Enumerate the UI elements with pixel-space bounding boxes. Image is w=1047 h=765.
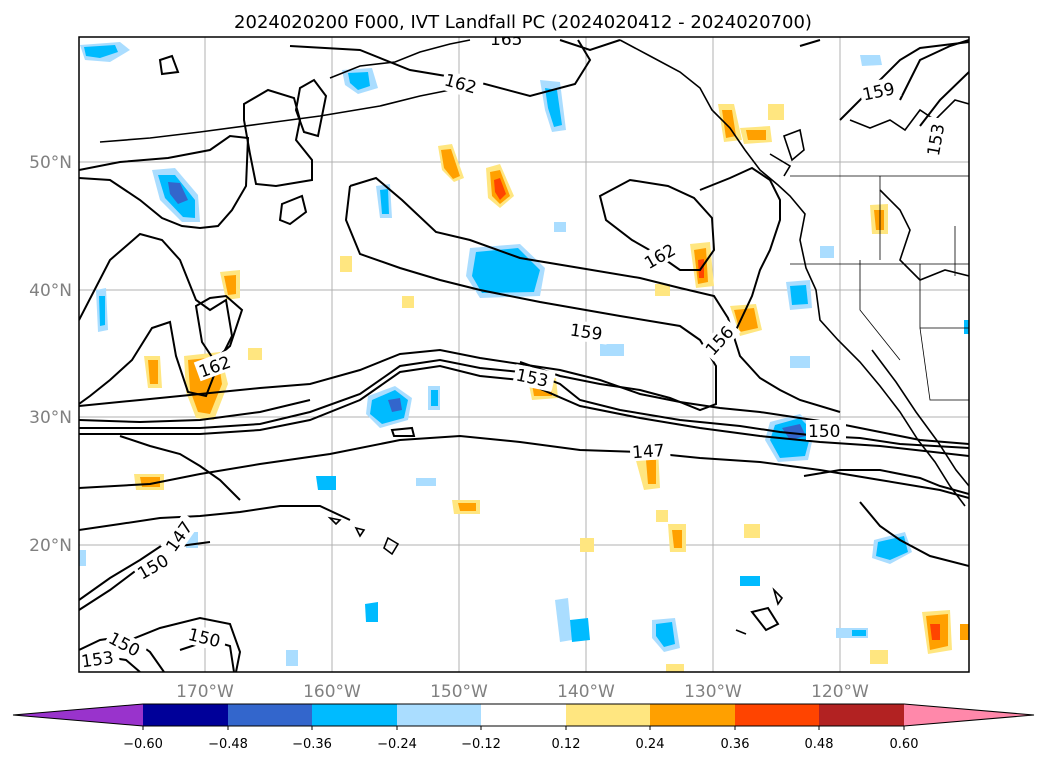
lon-label: 130°W	[684, 682, 742, 702]
contour-label: 147	[631, 441, 665, 463]
colorbar-tick-label: 0.60	[890, 737, 919, 752]
lat-label: 30°N	[29, 408, 72, 428]
map-frame	[78, 36, 970, 673]
coastlines	[99, 39, 969, 635]
colorbar-tick-label: −0.36	[292, 737, 332, 752]
colorbar-segment	[312, 704, 397, 726]
colorbar-segment	[650, 704, 735, 726]
colorbar-extend-high	[904, 704, 1034, 726]
colorbar-extend-low	[13, 704, 143, 726]
colorbar-segment	[228, 704, 312, 726]
colorbar-tick-label: −0.12	[461, 737, 501, 752]
lon-label: 150°W	[430, 682, 488, 702]
colorbar-tick-label: −0.24	[377, 737, 417, 752]
colorbar-segment	[397, 704, 481, 726]
longitude-labels: 170°W 160°W 150°W 140°W 130°W 120°W	[176, 682, 869, 702]
lon-label: 140°W	[557, 682, 615, 702]
positive-anomaly-patches	[134, 104, 969, 672]
lat-label: 20°N	[29, 536, 72, 556]
latitude-labels: 50°N 40°N 30°N 20°N	[29, 153, 72, 556]
contour-lines	[79, 39, 969, 672]
lat-label: 50°N	[29, 153, 72, 173]
colorbar-tick-label: −0.48	[208, 737, 248, 752]
contour-label: 153	[80, 648, 115, 672]
lon-label: 160°W	[303, 682, 361, 702]
lon-label: 170°W	[176, 682, 234, 702]
colorbar-segment	[481, 704, 566, 726]
contour-label: 159	[569, 321, 604, 345]
contour-label: 150	[808, 422, 840, 442]
colorbar-segment	[566, 704, 650, 726]
colorbar: −0.60 −0.48 −0.36 −0.24 −0.12 0.12 0.24 …	[12, 703, 1035, 752]
colorbar-tick-label: −0.60	[123, 737, 163, 752]
colorbar-tick-label: 0.24	[636, 737, 665, 752]
colorbar-segment	[819, 704, 904, 726]
lat-label: 40°N	[29, 281, 72, 301]
political-borders	[790, 175, 969, 401]
colorbar-segment	[143, 704, 228, 726]
colorbar-segment	[735, 704, 819, 726]
colorbar-tick-label: 0.36	[721, 737, 750, 752]
figure-title: 2024020200 F000, IVT Landfall PC (202402…	[234, 12, 812, 33]
colorbar-tick-label: 0.12	[552, 737, 581, 752]
negative-anomaly-patches	[79, 42, 969, 666]
colorbar-tick-label: 0.48	[805, 737, 834, 752]
contour-label: 165	[490, 30, 522, 50]
lon-label: 120°W	[811, 682, 869, 702]
